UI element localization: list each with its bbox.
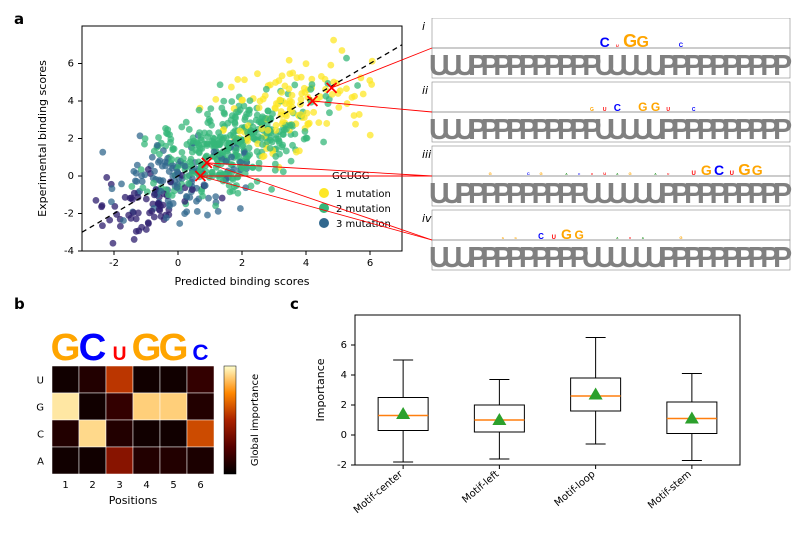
svg-text:G: G xyxy=(637,34,649,51)
svg-text:U: U xyxy=(616,43,619,48)
svg-text:C: C xyxy=(692,107,696,113)
svg-text:G: G xyxy=(638,100,647,114)
svg-text:G: G xyxy=(502,236,505,240)
svg-text:2: 2 xyxy=(68,134,74,145)
svg-text:G: G xyxy=(651,100,660,114)
svg-text:-2: -2 xyxy=(109,258,119,269)
svg-text:C: C xyxy=(79,326,107,369)
svg-text:2: 2 xyxy=(89,480,95,491)
svg-text:C: C xyxy=(614,103,621,114)
svg-text:ii: ii xyxy=(422,84,428,97)
svg-text:C: C xyxy=(714,162,724,178)
scatter-plot: -2 0 2 4 6 -4 -2 0 2 4 6 Predicted binding scores Ex… xyxy=(32,16,412,291)
svg-text:2: 2 xyxy=(239,258,245,269)
panel-label-a: a xyxy=(14,10,24,28)
svg-text:U: U xyxy=(603,171,606,176)
svg-text:iv: iv xyxy=(422,212,432,225)
svg-text:G: G xyxy=(701,162,712,178)
svg-text:G: G xyxy=(752,162,763,178)
svg-text:0: 0 xyxy=(341,430,347,441)
boxplot: -2 0 2 4 6 Importance Motif-center Motif-left Mo… xyxy=(310,305,750,535)
svg-text:P: P xyxy=(773,242,792,274)
svg-text:G: G xyxy=(590,107,594,113)
svg-text:6: 6 xyxy=(197,480,203,491)
svg-text:U: U xyxy=(603,107,607,113)
svg-text:U: U xyxy=(591,172,593,176)
svg-text:Motif-center: Motif-center xyxy=(352,468,406,516)
svg-text:6: 6 xyxy=(68,59,74,70)
svg-text:-2: -2 xyxy=(64,209,74,220)
svg-text:Importance: Importance xyxy=(314,358,327,421)
svg-text:G: G xyxy=(679,235,682,240)
svg-text:C: C xyxy=(527,171,530,176)
svg-text:U: U xyxy=(667,172,669,176)
svg-text:6: 6 xyxy=(367,258,373,269)
svg-text:2: 2 xyxy=(341,400,347,411)
svg-text:U: U xyxy=(666,107,670,113)
svg-text:Motif-loop: Motif-loop xyxy=(553,469,598,509)
svg-text:Predicted binding scores: Predicted binding scores xyxy=(175,275,310,288)
svg-text:4: 4 xyxy=(68,96,74,107)
svg-text:i: i xyxy=(422,20,425,33)
svg-text:U: U xyxy=(552,235,556,241)
svg-text:C: C xyxy=(192,340,208,365)
svg-text:U: U xyxy=(37,376,44,387)
svg-text:Motif-stem: Motif-stem xyxy=(646,469,694,512)
svg-text:A: A xyxy=(616,172,619,176)
svg-text:4: 4 xyxy=(143,480,149,491)
svg-text:C: C xyxy=(37,430,44,441)
svg-text:G: G xyxy=(159,326,189,369)
svg-text:GCUGG: GCUGG xyxy=(332,171,370,182)
svg-text:P: P xyxy=(773,178,792,210)
svg-text:A: A xyxy=(616,236,619,240)
svg-text:P: P xyxy=(773,50,792,82)
svg-text:5: 5 xyxy=(170,480,176,491)
svg-text:G: G xyxy=(575,228,584,242)
svg-text:U: U xyxy=(691,171,695,177)
svg-text:P: P xyxy=(773,114,792,146)
svg-text:-4: -4 xyxy=(64,246,74,257)
svg-text:G: G xyxy=(51,326,81,369)
svg-text:C: C xyxy=(600,34,610,50)
svg-text:G: G xyxy=(629,171,632,176)
svg-text:G: G xyxy=(36,403,44,414)
svg-text:C: C xyxy=(578,172,581,176)
svg-text:-2: -2 xyxy=(337,460,347,471)
svg-text:1 mutation: 1 mutation xyxy=(336,189,391,200)
svg-text:0: 0 xyxy=(175,258,181,269)
heatmap: GCUGGCUGCA123456PositionsGlobal importan… xyxy=(24,310,294,540)
svg-text:A: A xyxy=(642,236,645,240)
svg-text:G: G xyxy=(489,171,492,176)
svg-text:C: C xyxy=(538,232,544,241)
svg-text:U: U xyxy=(730,171,734,177)
svg-text:A: A xyxy=(37,457,44,468)
svg-text:G: G xyxy=(738,162,750,179)
svg-text:G: G xyxy=(623,31,637,51)
svg-text:Motif-left: Motif-left xyxy=(460,469,501,506)
sequence-logo-panels: iCUGGCUUUPPPPPPPPPPUUUUUPPPPPPPPPPiiGUCG… xyxy=(412,18,792,278)
svg-text:G: G xyxy=(132,326,162,369)
svg-text:U: U xyxy=(629,236,631,240)
svg-text:iii: iii xyxy=(422,148,431,161)
svg-text:Positions: Positions xyxy=(109,494,158,507)
svg-text:C: C xyxy=(679,43,684,49)
svg-text:1: 1 xyxy=(62,480,68,491)
svg-text:G: G xyxy=(561,226,572,242)
svg-text:A: A xyxy=(654,172,657,176)
svg-text:4: 4 xyxy=(303,258,309,269)
svg-text:2 mutation: 2 mutation xyxy=(336,204,391,215)
svg-text:G: G xyxy=(514,236,517,240)
svg-text:U: U xyxy=(113,344,127,365)
svg-text:3 mutation: 3 mutation xyxy=(336,219,391,230)
svg-text:6: 6 xyxy=(341,340,347,351)
svg-text:A: A xyxy=(565,172,568,176)
svg-text:3: 3 xyxy=(116,480,122,491)
svg-text:0: 0 xyxy=(68,171,74,182)
svg-text:4: 4 xyxy=(341,370,347,381)
svg-text:Experimental binding scores: Experimental binding scores xyxy=(36,60,49,217)
svg-text:G: G xyxy=(540,171,543,176)
svg-text:Global importance: Global importance xyxy=(250,374,261,466)
figure-root: a b c -20246-4-20246Predicted binding sc… xyxy=(10,10,790,529)
